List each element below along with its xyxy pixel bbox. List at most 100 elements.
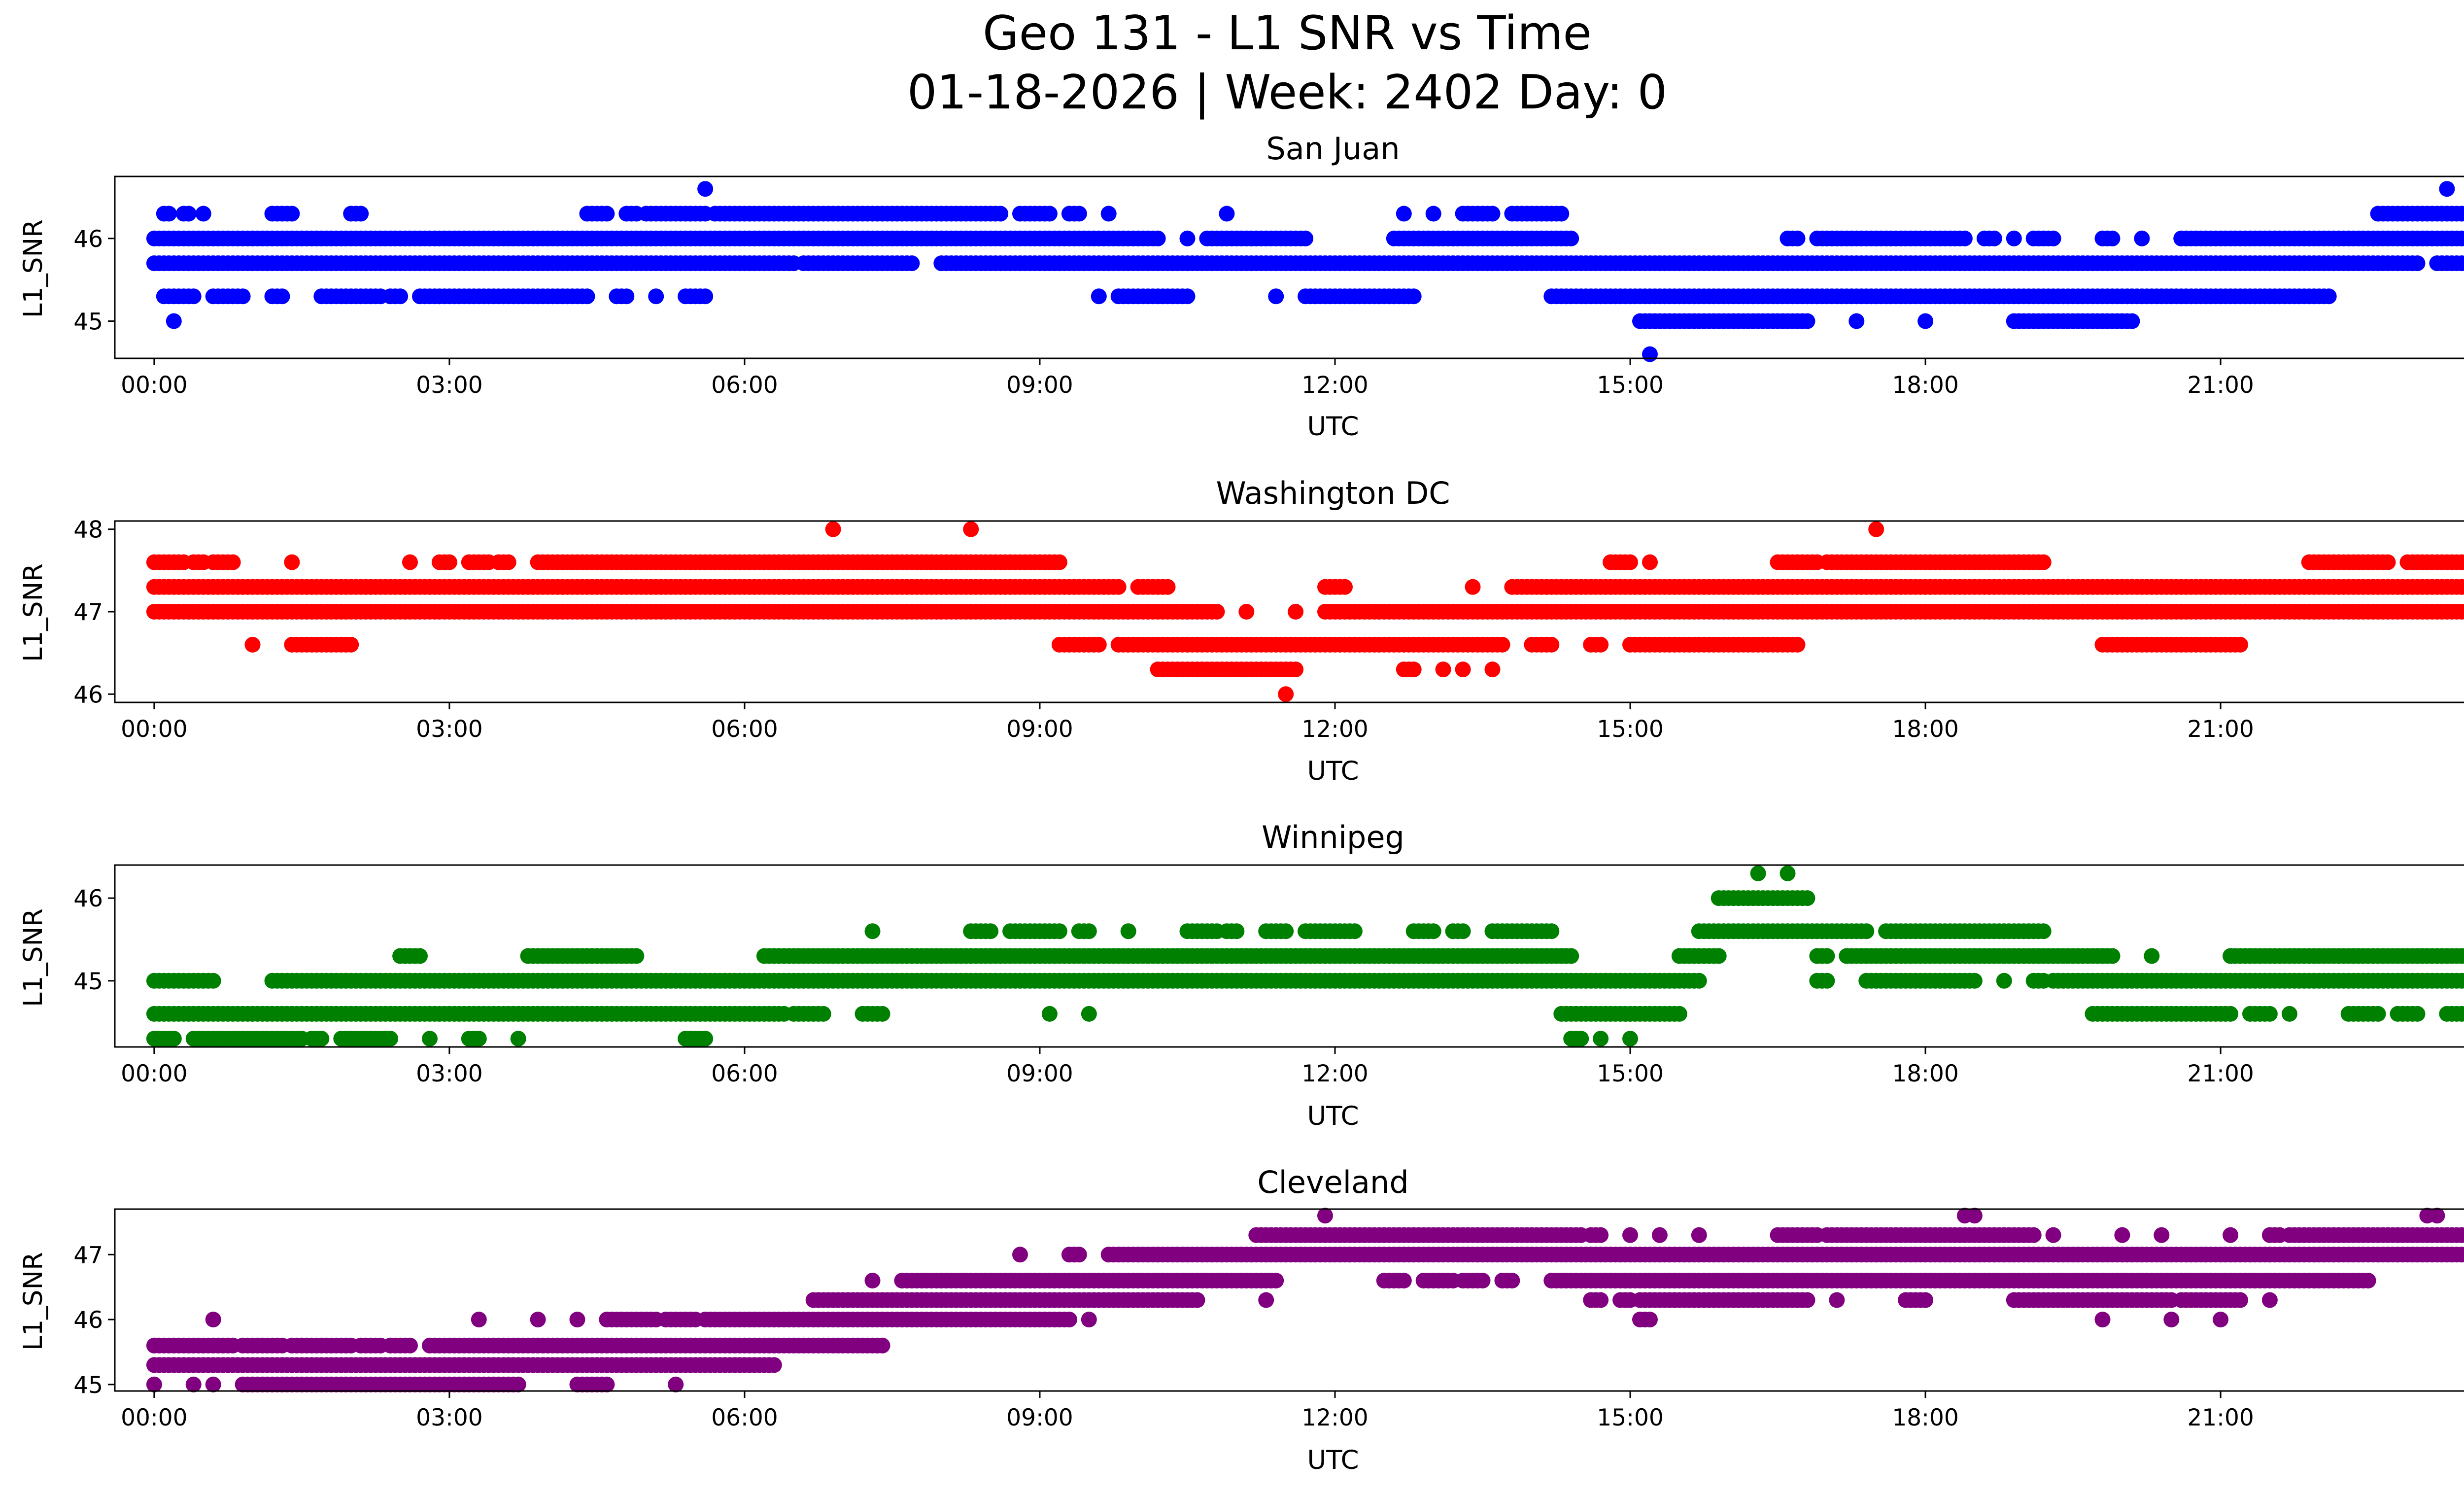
- data-point: [1081, 1006, 1097, 1022]
- data-point: [1288, 604, 1304, 620]
- x-tick-label: 15:00: [1597, 1060, 1663, 1087]
- data-point: [180, 206, 197, 222]
- y-axis: 45 46: [73, 226, 115, 336]
- data-points: [146, 865, 2464, 1047]
- y-tick-label: 46: [73, 885, 103, 912]
- data-point: [1829, 1292, 1845, 1308]
- data-point: [1120, 923, 1136, 939]
- y-axis-label: L1_SNR: [18, 908, 48, 1007]
- data-point: [195, 206, 211, 222]
- figure-title-line1: Geo 131 - L1 SNR vs Time: [983, 6, 1592, 61]
- data-point: [1268, 1273, 1284, 1288]
- y-tick-label: 46: [73, 226, 103, 253]
- data-point: [1799, 1292, 1815, 1308]
- data-point: [1711, 948, 1727, 964]
- data-point: [1337, 579, 1353, 595]
- data-point: [2281, 1006, 2297, 1022]
- data-point: [1484, 661, 1501, 678]
- data-point: [2380, 554, 2396, 570]
- data-point: [983, 923, 999, 939]
- data-point: [1012, 1247, 1028, 1263]
- x-tick-label: 09:00: [1006, 716, 1073, 743]
- data-point: [1494, 636, 1510, 653]
- panel-title: San Juan: [1266, 131, 1400, 167]
- data-point: [313, 1031, 330, 1047]
- x-tick-label: 18:00: [1892, 1060, 1958, 1087]
- data-point: [1986, 230, 2002, 246]
- data-point: [2360, 1273, 2376, 1288]
- data-point: [1484, 206, 1501, 222]
- y-tick-label: 46: [73, 681, 103, 708]
- x-axis-label: UTC: [1307, 1101, 1359, 1131]
- data-point: [2439, 181, 2455, 197]
- panel-title: Winnipeg: [1262, 819, 1404, 855]
- x-axis: 00:00 03:00 06:00 09:00 12:00 15:00 18:00 21:00…: [121, 358, 2254, 399]
- data-point: [1553, 206, 1570, 222]
- data-point: [1041, 1006, 1058, 1022]
- data-point: [2045, 230, 2061, 246]
- data-points: [146, 1208, 2464, 1392]
- data-point: [166, 313, 182, 329]
- x-tick-label: 09:00: [1006, 1060, 1073, 1087]
- data-point: [161, 206, 177, 222]
- data-point: [1081, 923, 1097, 939]
- data-point: [1691, 973, 1707, 989]
- data-point: [1622, 554, 1638, 570]
- y-tick-label: 45: [73, 309, 103, 336]
- data-point: [530, 1312, 546, 1327]
- x-tick-label: 15:00: [1597, 716, 1663, 743]
- data-point: [1425, 206, 1441, 222]
- data-point: [864, 1273, 881, 1288]
- data-point: [2035, 923, 2052, 939]
- data-point: [1593, 1292, 1609, 1308]
- y-axis-label: L1_SNR: [18, 219, 48, 318]
- data-point: [1465, 579, 1481, 595]
- data-point: [2232, 636, 2248, 653]
- data-point: [1396, 206, 1412, 222]
- data-point: [2124, 313, 2140, 329]
- data-point: [1268, 288, 1284, 305]
- data-point: [1071, 206, 1087, 222]
- data-point: [284, 206, 300, 222]
- x-tick-label: 15:00: [1597, 372, 1663, 399]
- x-tick-label: 03:00: [416, 716, 482, 743]
- data-point: [2006, 230, 2022, 246]
- data-point: [343, 636, 359, 653]
- x-tick-label: 00:00: [121, 716, 187, 743]
- data-point: [382, 1031, 399, 1047]
- x-tick-label: 03:00: [416, 372, 482, 399]
- data-point: [205, 973, 221, 989]
- x-tick-label: 18:00: [1892, 716, 1958, 743]
- data-point: [1671, 1006, 1687, 1022]
- x-tick-label: 03:00: [416, 1060, 482, 1087]
- data-point: [1543, 923, 1560, 939]
- data-point: [618, 288, 635, 305]
- data-point: [2232, 1292, 2248, 1308]
- data-point: [1651, 1227, 1668, 1243]
- data-point: [1405, 288, 1422, 305]
- data-point: [412, 948, 428, 964]
- data-point: [1956, 230, 1973, 246]
- data-point: [874, 1006, 890, 1022]
- data-point: [1435, 661, 1451, 678]
- data-point: [569, 1312, 585, 1327]
- data-point: [1405, 661, 1422, 678]
- data-point: [1238, 604, 1255, 620]
- data-point: [1504, 1273, 1520, 1288]
- data-point: [1642, 554, 1658, 570]
- x-tick-label: 06:00: [711, 716, 778, 743]
- data-point: [992, 206, 1009, 222]
- data-point: [1789, 230, 1806, 246]
- data-point: [1593, 1227, 1609, 1243]
- data-point: [1799, 313, 1815, 329]
- data-point: [1543, 636, 1560, 653]
- data-point: [904, 255, 920, 272]
- data-point: [274, 288, 290, 305]
- data-point: [2261, 1292, 2278, 1308]
- data-point: [1455, 661, 1471, 678]
- panel-title: Cleveland: [1257, 1164, 1408, 1200]
- data-point: [2223, 1227, 2239, 1243]
- data-point: [1573, 1031, 1589, 1047]
- data-point: [825, 521, 841, 537]
